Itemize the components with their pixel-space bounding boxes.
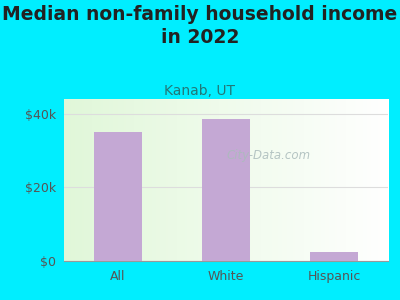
- Bar: [310, 252, 358, 261]
- Text: City-Data.com: City-Data.com: [226, 149, 310, 162]
- Text: Median non-family household income
in 2022: Median non-family household income in 20…: [2, 4, 398, 47]
- Text: Kanab, UT: Kanab, UT: [164, 84, 236, 98]
- Bar: [202, 119, 250, 261]
- Bar: [94, 132, 142, 261]
